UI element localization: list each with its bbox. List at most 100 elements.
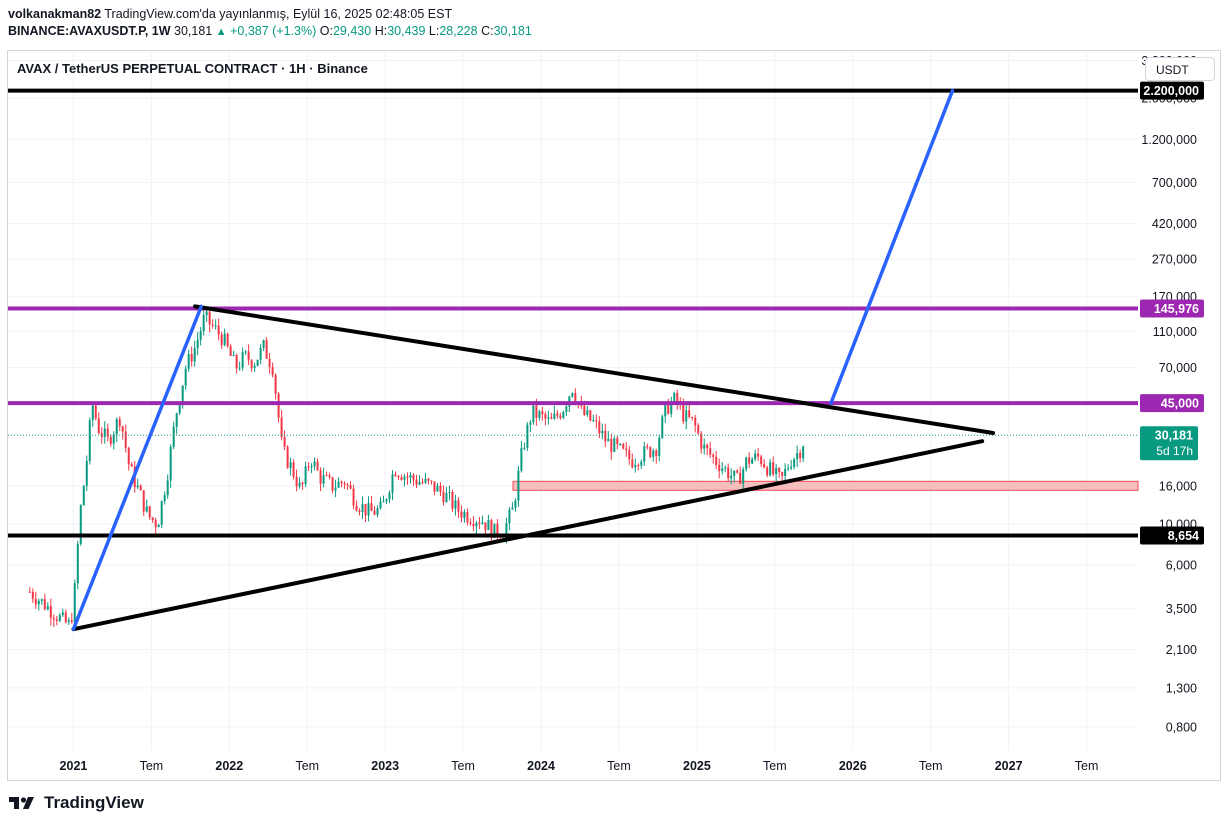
candle-body <box>505 523 508 538</box>
candle-body <box>190 353 193 362</box>
candle-body <box>586 410 589 415</box>
candle-body <box>346 484 349 486</box>
candle-body <box>733 470 736 476</box>
candle-body <box>751 459 754 464</box>
time-axis[interactable]: 2021 Tem 2022 Tem 2023 Tem 2024 Tem 2025 Tem 2026 T… <box>60 759 1099 773</box>
candle-body <box>688 410 691 417</box>
candle-body <box>448 491 451 494</box>
candle-body <box>388 492 391 500</box>
currency-button[interactable]: USDT <box>1145 57 1215 81</box>
candle-body <box>331 477 334 491</box>
candle-body <box>658 437 661 457</box>
candle-body <box>214 325 217 327</box>
candle-body <box>691 416 694 418</box>
candle-body <box>700 433 703 449</box>
y-tick-label: 420,000 <box>1152 217 1197 231</box>
candle-body <box>595 420 598 422</box>
candle-body <box>94 405 97 419</box>
candle-body <box>394 474 397 477</box>
candle-body <box>490 520 493 539</box>
candle-body <box>715 456 718 465</box>
x-tick-label: 2026 <box>839 759 867 773</box>
candle-body <box>157 524 160 528</box>
candle-body <box>280 417 283 438</box>
level-label: 8,654 <box>1168 529 1199 543</box>
candle-body <box>514 500 517 508</box>
candle-body <box>520 448 523 471</box>
candle-body <box>352 488 355 506</box>
x-tick-label: 2027 <box>995 759 1023 773</box>
y-tick-label: 0,800 <box>1166 720 1197 734</box>
candle-body <box>37 600 40 605</box>
last-price: 30,181 <box>174 24 213 38</box>
candle-body <box>433 481 436 492</box>
candle-body <box>322 475 325 484</box>
candle-body <box>277 393 280 418</box>
candle-body <box>604 430 607 442</box>
candles <box>28 306 805 627</box>
candle-body <box>646 446 649 448</box>
candle-body <box>697 425 700 434</box>
candle-body <box>31 591 34 599</box>
chart-header: volkanakman82 TradingView.com'da yayınla… <box>8 6 532 41</box>
candle-body <box>532 405 535 423</box>
candle-body <box>241 352 244 368</box>
candle-body <box>589 410 592 421</box>
candle-body <box>436 485 439 492</box>
candle-body <box>424 478 427 483</box>
y-tick-label: 3,500 <box>1166 602 1197 616</box>
candle-body <box>337 481 340 488</box>
x-tick-label: 2025 <box>683 759 711 773</box>
candle-body <box>442 491 445 503</box>
y-tick-label: 270,000 <box>1152 253 1197 267</box>
candle-body <box>91 405 94 421</box>
candle-body <box>703 444 706 449</box>
candle-body <box>412 474 415 480</box>
candle-body <box>67 620 70 623</box>
candle-body <box>613 438 616 452</box>
x-tick-label: Tem <box>451 759 475 773</box>
candle-body <box>316 461 319 471</box>
candle-body <box>145 506 148 512</box>
candle-body <box>406 476 409 478</box>
candle-body <box>301 482 304 485</box>
candle-body <box>538 411 541 418</box>
candle-body <box>307 466 310 468</box>
y-tick-label: 70,000 <box>1159 361 1197 375</box>
candle-body <box>400 477 403 480</box>
candle-body <box>787 468 790 470</box>
candle-body <box>694 417 697 426</box>
candle-body <box>457 500 460 512</box>
candle-body <box>118 419 121 427</box>
candle-body <box>49 606 52 618</box>
y-tick-label: 1,300 <box>1166 681 1197 695</box>
candle-body <box>349 485 352 489</box>
tradingview-logo[interactable]: TradingView <box>8 793 144 813</box>
candle-body <box>769 462 772 476</box>
candle-body <box>493 523 496 539</box>
candle-body <box>373 510 376 515</box>
candle-body <box>142 490 145 512</box>
candle-body <box>487 520 490 531</box>
candle-body <box>268 358 271 367</box>
candle-body <box>295 476 298 487</box>
candle-body <box>325 475 328 477</box>
candle-body <box>208 311 211 325</box>
tradingview-brand: TradingView <box>44 793 144 812</box>
x-tick-label: Tem <box>763 759 787 773</box>
y-tick-label: 6,000 <box>1166 558 1197 572</box>
author-name[interactable]: volkanakman82 <box>8 7 102 21</box>
candle-body <box>136 485 139 488</box>
level-label: 2.200,000 <box>1143 84 1199 98</box>
symbol-label[interactable]: BINANCE:AVAXUSDT.P, 1W <box>8 24 171 38</box>
candle-body <box>385 499 388 502</box>
low-label: L: <box>428 24 440 38</box>
candle-body <box>172 426 175 447</box>
candle-body <box>124 431 127 448</box>
candle-body <box>628 450 631 460</box>
candle-body <box>115 419 118 435</box>
candle-body <box>655 450 658 457</box>
x-tick-label: Tem <box>295 759 319 773</box>
